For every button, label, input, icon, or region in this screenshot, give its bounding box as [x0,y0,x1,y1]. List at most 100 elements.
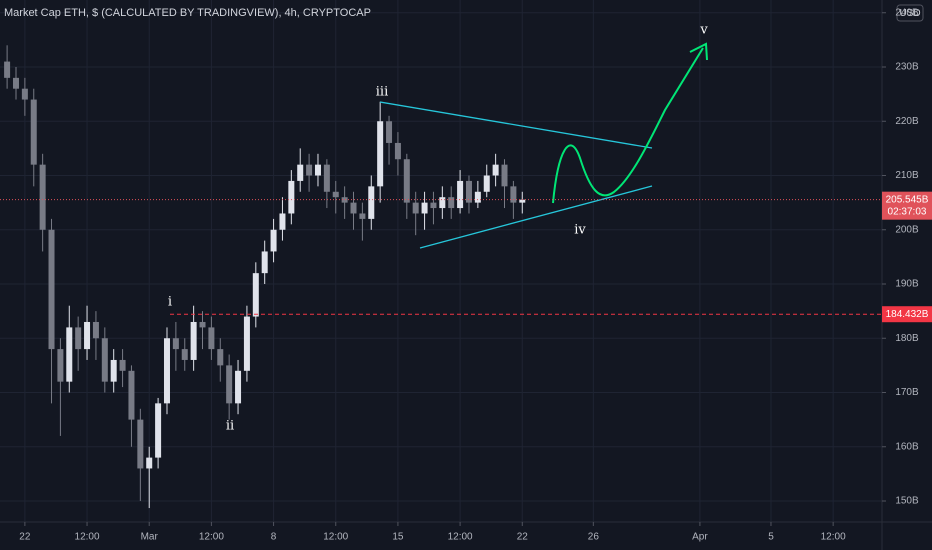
candle-body [492,164,499,176]
candle-body [270,229,277,252]
y-tick-label: 230B [895,62,919,73]
candle-body [421,202,428,214]
y-tick-label: 210B [895,170,919,181]
candle-body [146,457,153,469]
wave-label: ii [226,419,234,434]
candle-body [137,419,144,469]
candle-body [48,229,55,350]
candle-body [279,213,286,230]
chart-title: Market Cap ETH, $ (CALCULATED BY TRADING… [4,7,371,19]
candle-body [359,213,366,219]
y-tick-label: 200B [895,224,919,235]
y-tick-label: 180B [895,333,919,344]
y-tick-label: 220B [895,116,919,127]
price-label-box [882,191,932,220]
wave-label: iii [376,85,388,100]
candle-body [92,321,99,339]
y-tick-label: 150B [895,496,919,507]
candle-body [323,164,330,192]
currency-box [896,4,924,22]
x-tick-label: 22 [517,532,529,543]
candle-body [465,180,472,203]
candle-body [217,349,224,366]
candle-body [501,164,508,187]
y-tick-label: 160B [895,441,919,452]
candle-body [332,191,339,198]
currency: USD [899,8,920,19]
price-label: 205.545B [886,194,929,205]
candle-body [39,164,46,230]
trend-line [379,101,653,149]
candle-body [84,321,91,350]
x-tick-label: Mar [141,532,159,543]
wave-label: iv [574,223,586,238]
candle-body [377,121,384,187]
candle-body [190,321,197,360]
level-label: 184.432B [886,309,929,320]
candle-body [66,327,73,382]
y-tick-label: 190B [895,279,919,290]
y-tick-label: 240B [895,7,919,18]
candle-body [448,197,455,209]
projection-arrowhead [689,42,708,61]
x-tick-label: 12:00 [323,532,348,543]
candle-body [341,197,348,203]
candle-body [57,349,64,382]
x-tick-label: 8 [271,532,277,543]
x-tick-label: 12:00 [199,532,224,543]
candle-body [457,180,464,209]
candle-body [12,77,19,89]
wave-label: i [168,295,172,310]
candle-body [208,327,215,350]
x-tick-label: 26 [588,532,600,543]
candle-body [110,359,117,382]
candle-body [199,321,206,328]
candle-body [306,164,313,176]
x-tick-label: 12:00 [821,532,846,543]
x-tick-label: Apr [692,532,708,543]
y-tick-label: 170B [895,387,919,398]
level-label-box [882,306,932,323]
candle-body [297,164,304,181]
candle-body [430,202,437,209]
candle-body [163,338,170,404]
x-tick-label: 12:00 [75,532,100,543]
candle-body [386,121,393,143]
candle-body [4,61,11,78]
candle-body [75,327,82,350]
candle-body [519,199,526,203]
candle-body [368,186,375,219]
candles [4,45,526,509]
projection-path [552,47,704,204]
x-tick-label: 22 [19,532,31,543]
candle-body [119,359,126,371]
candle-body [243,316,250,371]
candle-body [483,175,490,192]
candle-body [155,403,162,458]
x-tick-label: 5 [768,532,774,543]
candle-body [403,159,410,203]
wave-label: v [699,23,708,38]
candle-body [314,164,321,176]
candle-body [226,365,233,404]
candle-body [30,99,37,165]
candle-body [252,273,259,317]
candle-body [412,202,419,214]
x-tick-label: 12:00 [448,532,473,543]
candle-body [181,349,188,360]
price-countdown: 02:37:03 [888,206,927,217]
candle-body [101,338,108,382]
trend-line [419,185,653,249]
candle-body [474,191,481,203]
candle-body [510,186,517,203]
candle-body [350,202,357,214]
candle-body [261,251,268,274]
candle-body [288,180,295,214]
x-tick-label: 15 [392,532,404,543]
candle-body [172,338,179,350]
candle-body [128,370,135,420]
candle-body [21,88,28,100]
candle-body [394,142,401,160]
